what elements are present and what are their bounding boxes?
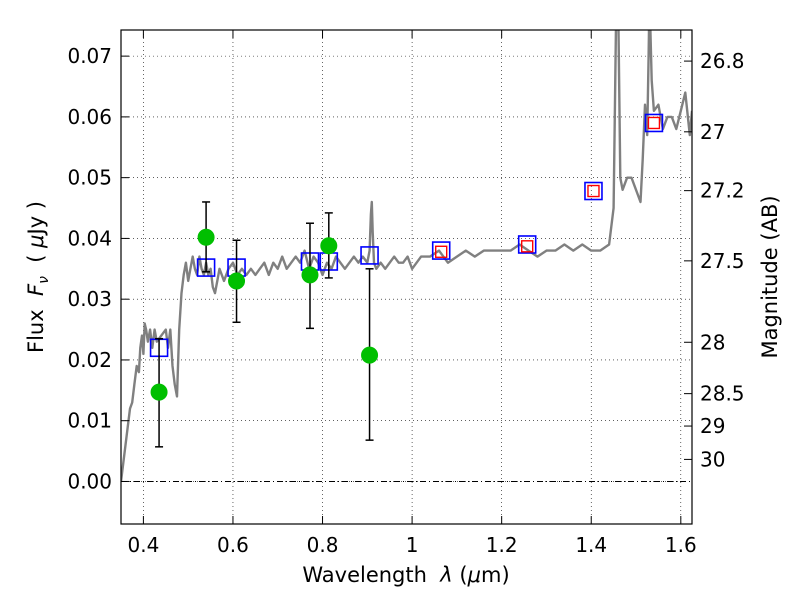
y-tick-label: 0.07: [67, 44, 112, 68]
model-point-blue: [644, 113, 664, 133]
x-tick-label: 0.8: [307, 533, 339, 557]
plot-frame: [120, 29, 693, 525]
y-tick-label: 0.06: [67, 105, 112, 129]
observed-point: [197, 228, 215, 246]
x-axis-label: Wavelength λ (μm): [302, 563, 509, 587]
x-tick-label: 0.4: [127, 533, 159, 557]
plot-area: [121, 30, 692, 482]
model-point-blue: [584, 181, 603, 201]
y2-tick-label: 26.8: [700, 49, 745, 73]
y-tick-label: 0.02: [67, 348, 112, 372]
model-point-red: [587, 184, 600, 198]
model-point-blue: [360, 246, 379, 265]
y-tick-label: 0.01: [67, 409, 112, 433]
y-tick-label: 0.00: [67, 469, 112, 493]
observed-point: [150, 383, 168, 401]
x-tick-label: 1.2: [486, 533, 518, 557]
x-tick-label: 1: [406, 533, 419, 557]
y-tick-label: 0.04: [67, 226, 112, 250]
y-tick-label: 0.03: [67, 287, 112, 311]
model-point-red: [647, 116, 661, 130]
model-point-blue: [431, 241, 451, 260]
y2-tick-label: 28.5: [700, 382, 745, 406]
model-point-red: [520, 240, 534, 253]
model-point-red: [435, 245, 448, 258]
x-tick-label: 1.4: [575, 533, 607, 557]
observed-point: [301, 266, 319, 284]
observed-point: [361, 346, 379, 364]
y-tick-label: 0.05: [67, 166, 112, 190]
x-tick-label: 1.6: [665, 533, 697, 557]
observed-point: [228, 272, 246, 290]
y2-tick-label: 30: [700, 447, 725, 471]
y-axis-label: Flux Fν ( μJy ): [24, 201, 52, 353]
model-point-blue: [517, 235, 537, 254]
y2-tick-label: 27: [700, 120, 725, 144]
sed-spectrum-line: [121, 30, 692, 482]
observed-point: [320, 237, 338, 255]
x-tick-label: 0.6: [217, 533, 249, 557]
y2-tick-label: 29: [700, 414, 725, 438]
axis-ticks: 0.4 0.6 0.8 1 1.2 1.4 1.6 0.00 0.01 0.02 0.03 0.04 0…: [67, 30, 745, 557]
secondary-y-axis-label: Magnitude (AB): [758, 195, 782, 358]
y2-tick-label: 28: [700, 330, 725, 354]
y2-tick-label: 27.2: [700, 179, 745, 203]
y2-tick-label: 27.5: [700, 249, 745, 273]
